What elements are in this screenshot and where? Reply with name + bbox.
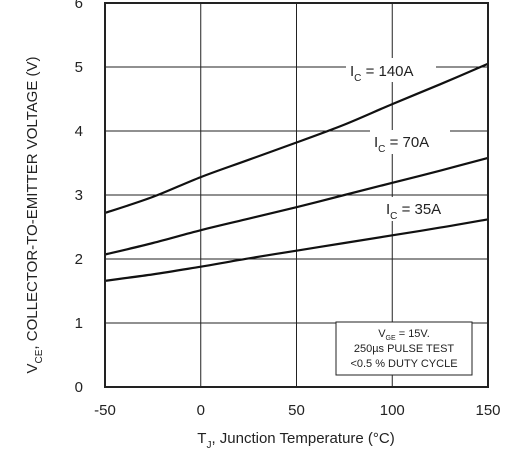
series-label-35a: IC = 35A xyxy=(382,197,460,222)
svg-text:IC = 35A: IC = 35A xyxy=(386,201,441,222)
series-label-140a-main: I xyxy=(350,63,354,80)
x-tick-label: 50 xyxy=(288,402,305,419)
y-tick-label: 1 xyxy=(75,315,83,332)
series-label-70a: IC = 70A xyxy=(370,130,450,155)
series-label-140a-sub: C xyxy=(354,73,361,84)
series-label-70a-main: I xyxy=(374,134,378,151)
svg-text:VGE = 15V.: VGE = 15V. xyxy=(378,328,430,342)
curve-ic-70a xyxy=(104,156,489,256)
x-tick-labels: -50 0 50 100 150 xyxy=(94,402,500,419)
x-axis-title-sub: J xyxy=(206,440,211,451)
y-tick-label: 5 xyxy=(75,59,83,76)
plot-frame xyxy=(104,2,489,388)
y-axis-title-sub: CE xyxy=(34,349,45,363)
y-axis-title-main: V xyxy=(24,363,41,373)
y-tick-label: 3 xyxy=(75,187,83,204)
series-label-140a: IC = 140A xyxy=(346,58,436,84)
svg-text:IC = 140A: IC = 140A xyxy=(350,63,414,84)
x-axis-title-rest: , Junction Temperature (°C) xyxy=(211,430,394,447)
y-tick-label: 6 xyxy=(75,0,83,12)
series-label-70a-rest: = 70A xyxy=(385,134,429,151)
curve-ic-140a xyxy=(104,62,489,214)
x-axis-title: TJ, Junction Temperature (°C) xyxy=(197,430,394,451)
note-duty-cycle: <0.5 % DUTY CYCLE xyxy=(350,358,457,370)
series-label-35a-sub: C xyxy=(390,211,397,222)
series-label-140a-rest: = 140A xyxy=(361,63,413,80)
series-label-35a-main: I xyxy=(386,201,390,218)
y-tick-label: 2 xyxy=(75,251,83,268)
data-curves xyxy=(104,62,489,282)
x-tick-label: -50 xyxy=(94,402,116,419)
x-tick-label: 100 xyxy=(380,402,405,419)
y-axis-title: VCE, COLLECTOR-TO-EMITTER VOLTAGE (V) xyxy=(24,56,45,373)
note-vge-main: V xyxy=(378,328,386,340)
test-conditions-box: VGE = 15V. 250µs PULSE TEST <0.5 % DUTY … xyxy=(335,321,473,376)
y-axis-title-rest: , COLLECTOR-TO-EMITTER VOLTAGE (V) xyxy=(24,56,41,349)
y-tick-label: 4 xyxy=(75,123,83,140)
x-tick-label: 0 xyxy=(197,402,205,419)
note-pulse-test: 250µs PULSE TEST xyxy=(354,343,455,355)
note-vge-rest: = 15V. xyxy=(396,328,430,340)
note-vge-sub: GE xyxy=(386,335,396,342)
series-label-70a-sub: C xyxy=(378,144,385,155)
curve-ic-35a xyxy=(104,218,489,282)
x-axis-title-main: T xyxy=(197,430,206,447)
svg-text:IC = 70A: IC = 70A xyxy=(374,134,429,155)
y-tick-labels: 0 1 2 3 4 5 6 xyxy=(75,0,83,396)
series-label-35a-rest: = 35A xyxy=(397,201,441,218)
x-tick-label: 150 xyxy=(475,402,500,419)
y-tick-label: 0 xyxy=(75,379,83,396)
